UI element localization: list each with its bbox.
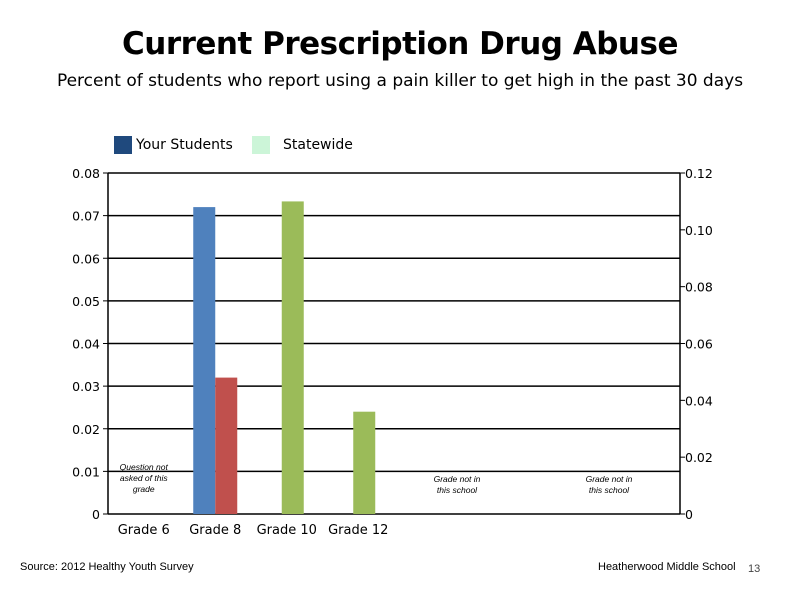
left-tick-label: 0.03 <box>72 379 100 394</box>
chart-subtitle: Percent of students who report using a p… <box>0 66 800 96</box>
category-label: Grade 12 <box>328 523 388 538</box>
bar <box>353 411 376 514</box>
left-tick-label: 0.04 <box>72 337 100 352</box>
chart-subtitle-text: Percent of students who report using a p… <box>56 71 744 91</box>
chart-plot: 0 0.01 0.02 0.03 0.04 0.05 0.06 0.07 0.08 0 0.02 0.… <box>72 166 713 538</box>
left-tick-label: 0.07 <box>72 209 100 224</box>
right-tick-label: 0.10 <box>685 223 713 238</box>
left-tick-label: 0.01 <box>72 464 100 479</box>
category-label: Grade 8 <box>189 523 241 538</box>
right-tick-label: 0 <box>685 507 693 522</box>
right-tick-label: 0.04 <box>685 393 713 408</box>
chart-title: Current Prescription Drug Abuse <box>122 26 678 62</box>
left-tick-label: 0.02 <box>72 422 100 437</box>
bar <box>281 201 304 514</box>
page-number: 13 <box>748 563 761 575</box>
category-label: Grade 10 <box>257 523 317 538</box>
annotation-text: asked of this <box>120 473 168 483</box>
category-label: Grade 6 <box>118 523 170 538</box>
source-note: Source: 2012 Healthy Youth Survey <box>20 561 194 573</box>
legend-swatch-your-students <box>114 136 132 154</box>
annotation-text: Grade not in <box>434 474 481 484</box>
annotation-text: this school <box>437 485 478 495</box>
bar <box>193 207 216 514</box>
left-tick-label: 0 <box>92 507 100 522</box>
right-tick-label: 0.06 <box>685 337 713 352</box>
legend-swatch-statewide <box>252 136 270 154</box>
left-tick-label: 0.08 <box>72 166 100 181</box>
annotation-text: grade <box>133 484 155 494</box>
annotation-text: Grade not in <box>586 474 633 484</box>
annotation-text: this school <box>589 485 630 495</box>
right-tick-label: 0.02 <box>685 450 713 465</box>
left-tick-label: 0.06 <box>72 251 100 266</box>
left-tick-label: 0.05 <box>72 294 100 309</box>
bar <box>215 377 238 514</box>
legend-label-your-students: Your Students <box>136 137 233 153</box>
right-tick-label: 0.08 <box>685 280 713 295</box>
legend-label-statewide: Statewide <box>283 137 353 153</box>
right-tick-label: 0.12 <box>685 166 713 181</box>
annotation-text: Question not <box>120 462 169 472</box>
school-name: Heatherwood Middle School <box>598 561 736 573</box>
